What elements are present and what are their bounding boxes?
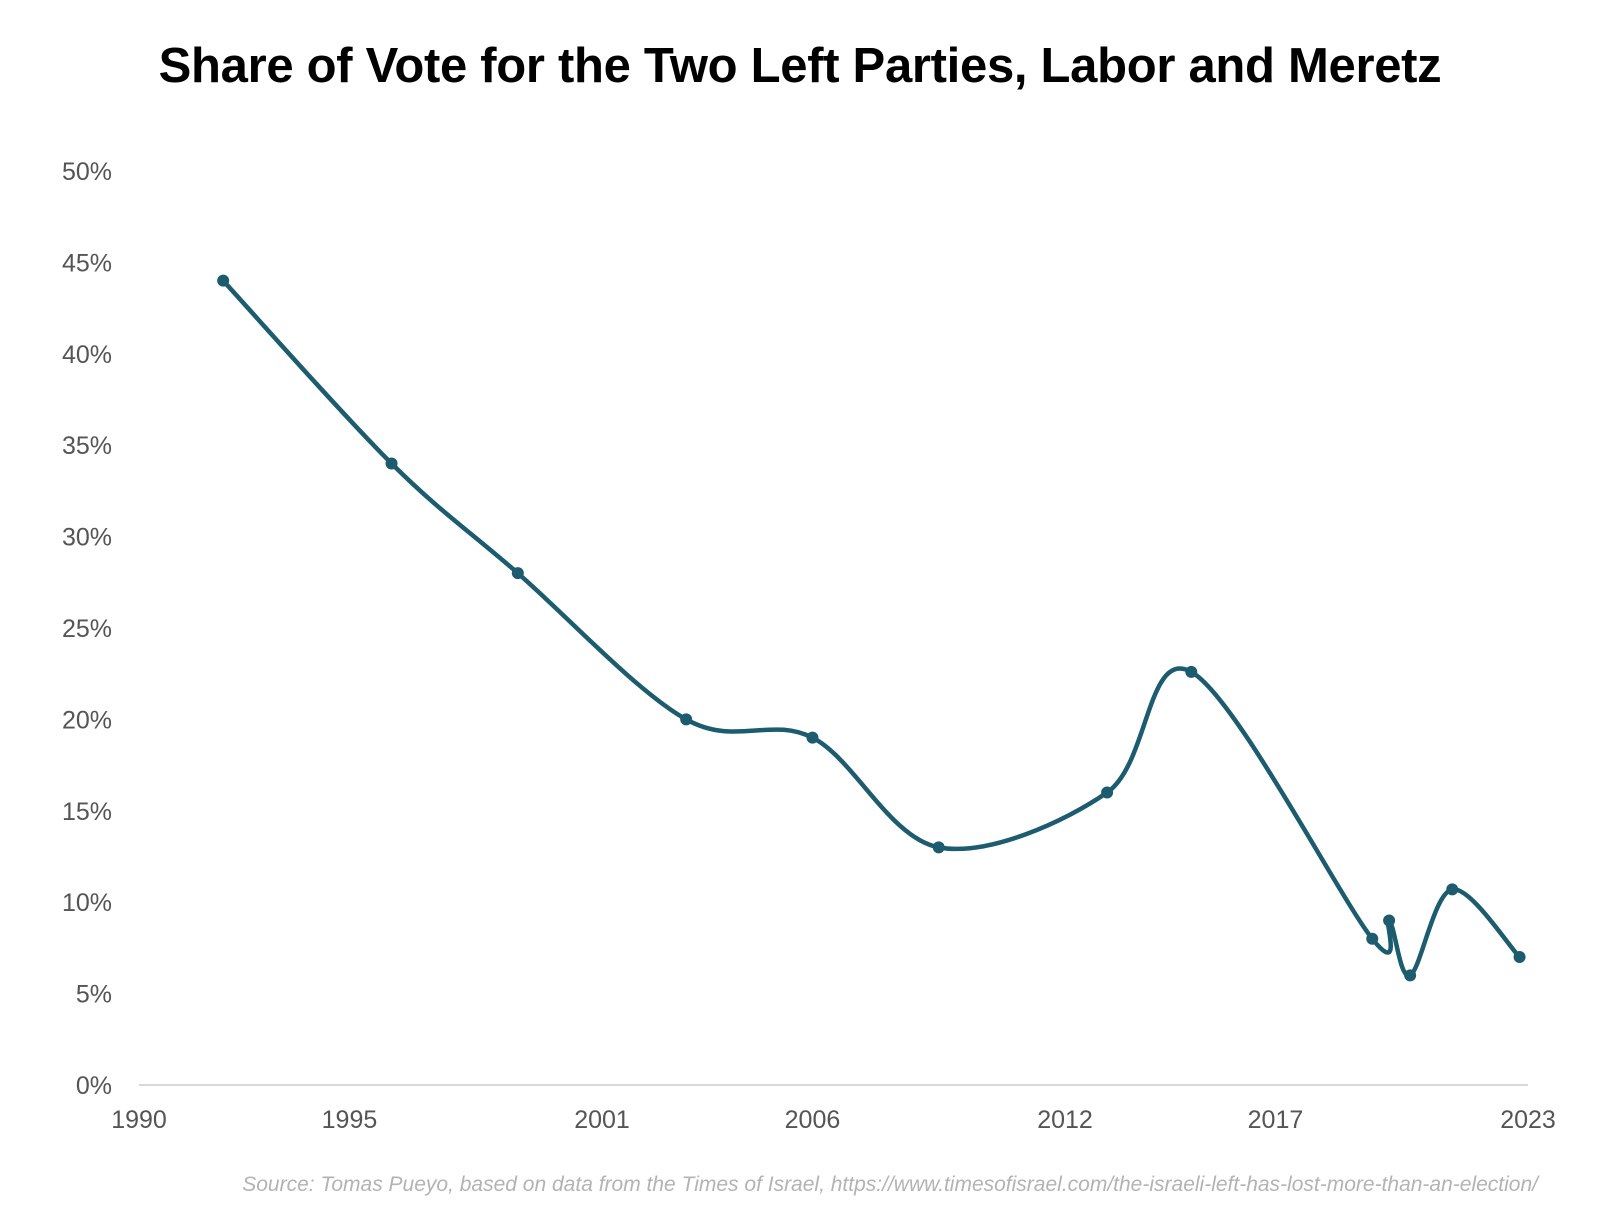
data-point xyxy=(806,731,819,744)
data-point xyxy=(1513,951,1526,964)
y-tick-label: 15% xyxy=(62,798,112,826)
y-tick-label: 30% xyxy=(62,524,112,552)
y-tick-label: 0% xyxy=(76,1072,112,1100)
chart-title: Share of Vote for the Two Left Parties, … xyxy=(158,39,1442,93)
y-tick-label: 20% xyxy=(62,706,112,734)
data-point xyxy=(1366,932,1379,945)
y-tick-label: 25% xyxy=(62,615,112,643)
x-tick-label: 2001 xyxy=(574,1106,630,1134)
y-tick-label: 40% xyxy=(62,341,112,369)
x-tick-label: 2012 xyxy=(1037,1106,1093,1134)
data-point xyxy=(1383,914,1396,927)
y-tick-label: 10% xyxy=(62,889,112,917)
x-tick-label: 1995 xyxy=(322,1106,378,1134)
data-point xyxy=(1185,665,1198,678)
data-points xyxy=(217,274,1526,982)
x-tick-label: 2017 xyxy=(1248,1106,1304,1134)
y-tick-label: 35% xyxy=(62,432,112,460)
data-point xyxy=(932,841,945,854)
data-point xyxy=(1446,883,1459,896)
data-point xyxy=(217,274,230,287)
data-point xyxy=(511,567,524,580)
x-tick-label: 2006 xyxy=(785,1106,841,1134)
data-point xyxy=(385,457,398,470)
data-point xyxy=(1101,786,1114,799)
series-line xyxy=(220,278,1522,978)
y-tick-label: 45% xyxy=(62,249,112,277)
data-point xyxy=(1404,969,1417,982)
y-tick-label: 50% xyxy=(62,158,112,186)
x-tick-label: 1990 xyxy=(111,1106,167,1134)
x-tick-label: 2023 xyxy=(1500,1106,1556,1134)
source-note: Source: Tomas Pueyo, based on data from … xyxy=(242,1173,1538,1196)
y-tick-label: 5% xyxy=(76,981,112,1009)
y-axis-ticks: 0% 5% 10% 15% 20% 25% 30% 35% 40% 45% 50% xyxy=(62,158,112,1100)
x-axis-ticks: 1990 1995 2001 2006 2012 2017 2023 xyxy=(111,1106,1556,1134)
data-point xyxy=(680,713,693,726)
